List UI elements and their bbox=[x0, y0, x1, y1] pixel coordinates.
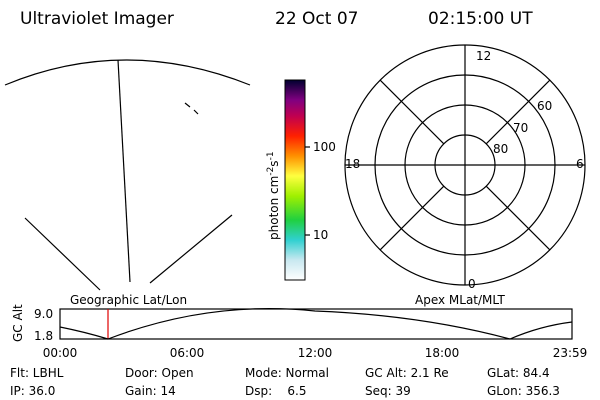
altitude-ylabel: GC Alt bbox=[11, 304, 25, 342]
date: 22 Oct 07 bbox=[275, 9, 358, 29]
mlat-label: 60 bbox=[537, 99, 552, 113]
y-tick-label: 9.0 bbox=[34, 307, 53, 321]
info-field: GLon: 356.3 bbox=[487, 384, 560, 398]
x-tick-label: 06:00 bbox=[170, 346, 205, 360]
altitude-curve bbox=[59, 308, 573, 340]
y-tick-label: 1.8 bbox=[34, 329, 53, 343]
polar-grid bbox=[344, 44, 586, 286]
info-field: Gain: 14 bbox=[125, 384, 176, 398]
altitude-frame bbox=[59, 308, 573, 340]
colorbar-label: photon cm-2s-1 bbox=[266, 151, 281, 240]
info-field: IP: 36.0 bbox=[10, 384, 55, 398]
title: Ultraviolet Imager bbox=[20, 9, 174, 29]
info-field: GLat: 84.4 bbox=[487, 366, 550, 380]
panel-label: Geographic Lat/Lon bbox=[70, 293, 187, 307]
mlt-label: 18 bbox=[345, 157, 360, 171]
info-panel: Flt: LBHL Door: Open Mode: Normal GC Alt: 2… bbox=[10, 366, 560, 398]
info-field: Door: Open bbox=[125, 366, 194, 380]
x-tick-label: 23:59 bbox=[553, 346, 588, 360]
panel-label: Apex MLat/MLT bbox=[415, 293, 505, 307]
info-field: Mode: Normal bbox=[245, 366, 329, 380]
colorbar-tick-label: 10 bbox=[313, 228, 328, 242]
x-tick-label: 18:00 bbox=[425, 346, 460, 360]
colorbar bbox=[284, 79, 306, 281]
info-field: Flt: LBHL bbox=[10, 366, 64, 380]
mlt-label: 12 bbox=[476, 49, 491, 63]
mlt-label: 0 bbox=[468, 277, 476, 291]
info-field: GC Alt: 2.1 Re bbox=[365, 366, 449, 380]
colorbar-tick-label: 100 bbox=[313, 140, 336, 154]
info-field: Seq: 39 bbox=[365, 384, 411, 398]
mlt-label: 6 bbox=[576, 157, 584, 171]
x-tick-label: 12:00 bbox=[298, 346, 333, 360]
mlat-label: 80 bbox=[493, 142, 508, 156]
x-tick-label: 00:00 bbox=[43, 346, 78, 360]
geographic-map bbox=[4, 59, 251, 291]
time: 02:15:00 UT bbox=[428, 9, 533, 29]
info-field: Dsp: 6.5 bbox=[245, 384, 307, 398]
mlat-label: 70 bbox=[513, 121, 528, 135]
